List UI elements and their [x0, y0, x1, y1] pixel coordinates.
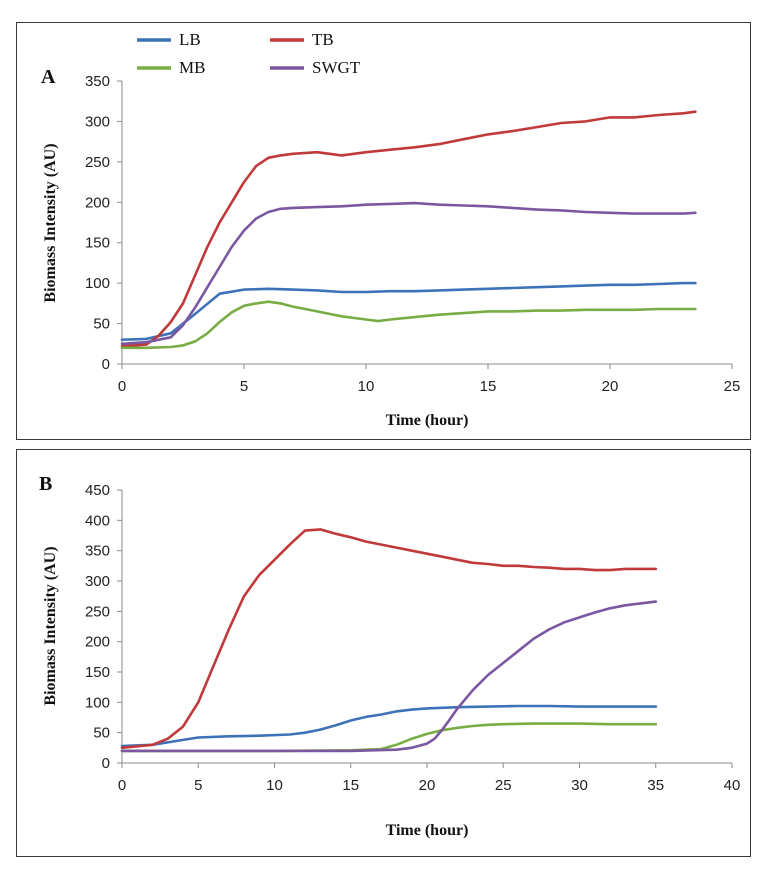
chart-a-x-axis-label: Time (hour)	[386, 412, 469, 429]
chart-a-y-tick-label: 50	[93, 316, 110, 333]
chart-a-y-tick-label: 100	[85, 275, 110, 292]
chart-a-x-tick-label: 0	[118, 378, 126, 395]
chart-b-x-tick-label: 30	[571, 777, 588, 794]
chart-a-series-tb	[120, 110, 697, 348]
chart-b-y-tick-label: 0	[102, 755, 110, 772]
chart-a-x-tick-label: 15	[480, 378, 497, 395]
chart-a-series-swgt	[120, 201, 697, 346]
chart-b-x-tick-label: 15	[342, 777, 359, 794]
chart-a-legend-label-lb: LB	[179, 30, 201, 49]
chart-a-y-tick-label: 350	[85, 73, 110, 90]
chart-a-y-axis-label: Biomass Intensity (AU)	[42, 143, 59, 302]
chart-b-y-tick-label: 450	[85, 482, 110, 499]
chart-a-x-tick-label: 20	[602, 378, 619, 395]
chart-b-y-tick-label: 400	[85, 512, 110, 529]
chart-a-x-tick-label: 10	[358, 378, 375, 395]
chart-b-x-tick-label: 0	[118, 777, 126, 794]
chart-b-x-tick-label: 20	[419, 777, 436, 794]
chart-b-x-tick-label: 35	[647, 777, 664, 794]
chart-b-y-tick-label: 250	[85, 603, 110, 620]
chart-b-x-tick-label: 10	[266, 777, 283, 794]
chart-b-x-tick-label: 5	[194, 777, 202, 794]
chart-a-x-tick-label: 5	[240, 378, 248, 395]
chart-a-series-mb	[120, 300, 697, 350]
chart-a-y-tick-label: 0	[102, 356, 110, 373]
chart-b-series-tb	[120, 528, 658, 750]
chart-a-y-tick-label: 150	[85, 235, 110, 252]
chart-b-series-swgt	[120, 600, 658, 753]
chart-b-panel-label: B	[39, 473, 52, 495]
chart-a: A 0 50 100 150 200 250 300 350 0 5 10 15 20 25 Time (ho…	[41, 30, 741, 429]
chart-b-x-tick-label: 25	[495, 777, 512, 794]
chart-b-y-axis-label: Biomass Intensity (AU)	[42, 546, 59, 705]
chart-b-y-tick-label: 100	[85, 694, 110, 711]
panel-a: A 0 50 100 150 200 250 300 350 0 5 10 15 20 25 Time (ho…	[16, 22, 751, 440]
chart-b-series-lb	[120, 704, 658, 748]
chart-a-legend-label-mb: MB	[179, 58, 205, 77]
chart-b-x-axis-label: Time (hour)	[386, 822, 469, 839]
chart-a-y-tick-label: 200	[85, 194, 110, 211]
chart-b-y-tick-label: 300	[85, 573, 110, 590]
chart-b-y-tick-label: 350	[85, 543, 110, 560]
chart-b: B 0 50 100 150 200 250 300 350 400 450 0 5 10 15 20 25 30…	[39, 473, 741, 839]
panel-b: B 0 50 100 150 200 250 300 350 400 450 0 5 10 15 20 25 30…	[16, 449, 751, 857]
chart-a-y-tick-label: 250	[85, 154, 110, 171]
chart-a-x-tick-label: 25	[724, 378, 741, 395]
chart-b-y-tick-label: 200	[85, 634, 110, 651]
chart-b-y-tick-label: 150	[85, 664, 110, 681]
chart-b-y-tick-label: 50	[93, 725, 110, 742]
chart-a-y-tick-label: 300	[85, 113, 110, 130]
chart-a-series-lb	[120, 281, 697, 341]
chart-a-panel-label: A	[41, 66, 56, 88]
chart-a-legend-label-swgt: SWGT	[312, 58, 361, 77]
chart-a-legend-label-tb: TB	[312, 30, 334, 49]
chart-b-x-tick-label: 40	[724, 777, 741, 794]
